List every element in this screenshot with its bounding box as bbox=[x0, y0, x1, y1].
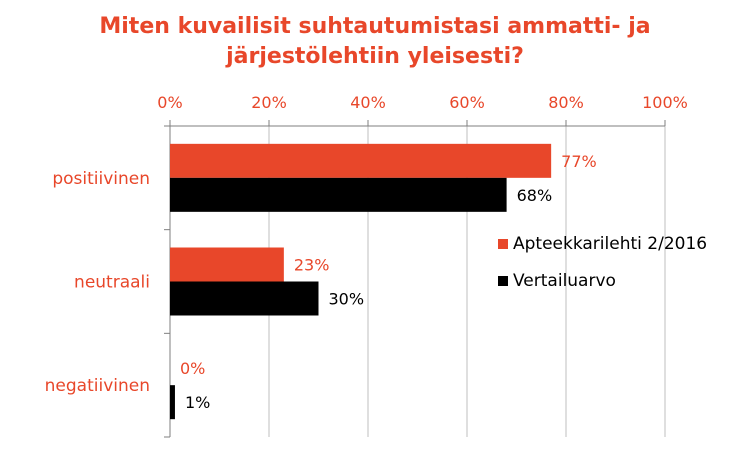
x-tick-label: 60% bbox=[449, 93, 485, 112]
legend-label: Vertailuarvo bbox=[513, 271, 616, 291]
category-label: positiivinen bbox=[52, 169, 150, 189]
x-tick-label: 40% bbox=[350, 93, 386, 112]
chart-title: Miten kuvailisit suhtautumistasi ammatti… bbox=[0, 12, 750, 72]
bar-vertailuarvo bbox=[170, 385, 175, 420]
bar-apteekkarilehti bbox=[170, 247, 284, 282]
legend-label: Apteekkarilehti 2/2016 bbox=[513, 234, 707, 254]
chart-title-line-1: Miten kuvailisit suhtautumistasi ammatti… bbox=[99, 14, 651, 39]
data-label: 23% bbox=[294, 256, 330, 275]
category-label: negatiivinen bbox=[45, 376, 150, 396]
legend-swatch bbox=[498, 239, 508, 249]
x-tick-label: 0% bbox=[157, 93, 182, 112]
bar-vertailuarvo bbox=[170, 177, 507, 212]
data-label: 68% bbox=[517, 186, 553, 205]
data-label: 1% bbox=[185, 393, 210, 412]
x-tick-label: 20% bbox=[251, 93, 287, 112]
bar-apteekkarilehti bbox=[170, 143, 552, 178]
chart-title-line-2: järjestölehtiin yleisesti? bbox=[226, 44, 524, 69]
x-tick-label: 80% bbox=[548, 93, 584, 112]
data-label: 0% bbox=[180, 359, 205, 378]
bar-vertailuarvo bbox=[170, 281, 319, 316]
data-label: 77% bbox=[561, 152, 597, 171]
x-tick-label: 100% bbox=[642, 93, 688, 112]
category-label: neutraali bbox=[74, 273, 150, 293]
legend-swatch bbox=[498, 276, 508, 286]
data-label: 30% bbox=[329, 290, 365, 309]
